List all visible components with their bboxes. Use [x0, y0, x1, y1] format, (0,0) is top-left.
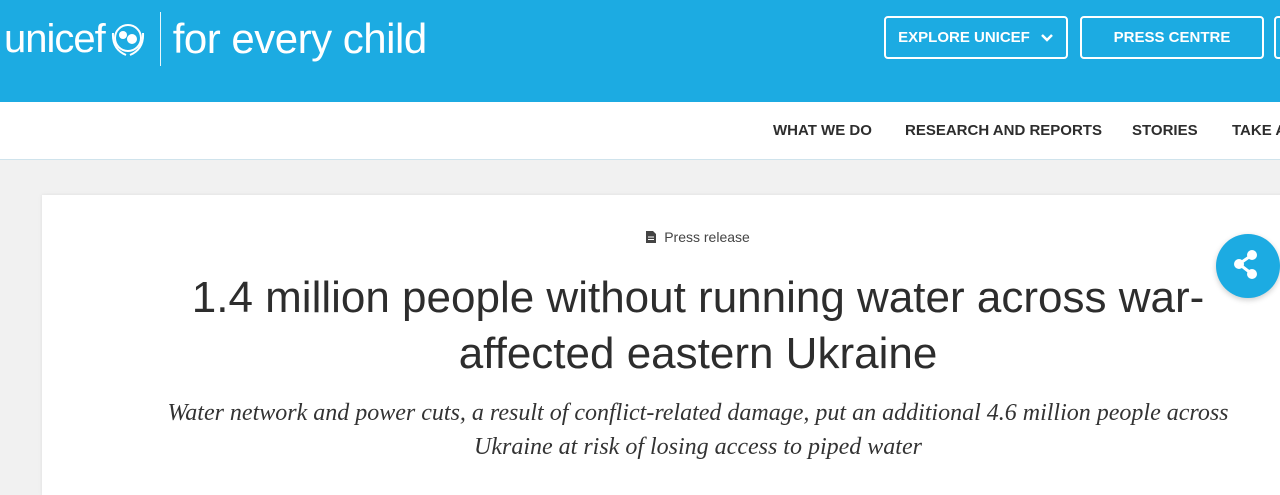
- tagline: for every child: [172, 15, 427, 62]
- main-nav: WHAT WE DO RESEARCH AND REPORTS STORIES …: [0, 102, 1280, 160]
- nav-what-we-do[interactable]: WHAT WE DO: [773, 122, 872, 139]
- nav-take-action[interactable]: TAKE A: [1232, 122, 1280, 139]
- article-card: [42, 195, 1280, 495]
- unicef-logo[interactable]: unicef for every child: [4, 12, 427, 66]
- header-button-partial[interactable]: [1274, 16, 1280, 59]
- share-icon: [1234, 250, 1257, 279]
- unicef-emblem-icon: [111, 24, 144, 56]
- press-centre-button[interactable]: PRESS CENTRE: [1080, 16, 1264, 59]
- article-type-label: Press release: [664, 229, 750, 245]
- explore-unicef-button[interactable]: EXPLORE UNICEF: [884, 16, 1068, 59]
- logo-divider: [159, 12, 161, 66]
- logo-text: unicef: [4, 16, 106, 61]
- explore-label: EXPLORE UNICEF: [898, 29, 1030, 46]
- header-bar: unicef for every child EXPLORE UNICEF PR…: [0, 0, 1280, 102]
- article-type: Press release: [0, 229, 1280, 245]
- share-button[interactable]: [1216, 234, 1280, 298]
- article-title: 1.4 million people without running water…: [191, 273, 1205, 378]
- article-subtitle: Water network and power cuts, a result o…: [167, 400, 1229, 460]
- press-label: PRESS CENTRE: [1113, 29, 1231, 46]
- nav-stories[interactable]: STORIES: [1132, 122, 1198, 139]
- chevron-down-icon: [1040, 33, 1053, 42]
- nav-research-and-reports[interactable]: RESEARCH AND REPORTS: [905, 122, 1102, 139]
- document-icon: [646, 231, 657, 243]
